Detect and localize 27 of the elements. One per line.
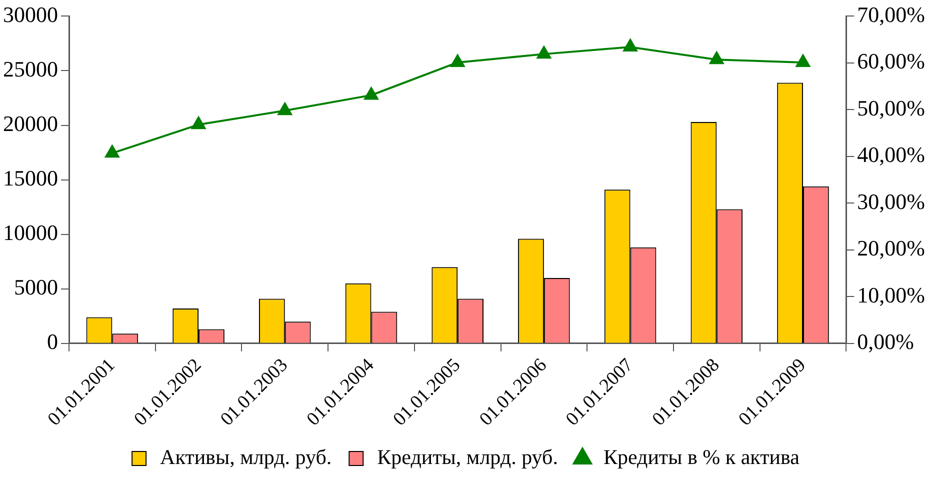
point [364,87,378,100]
y2-tick-label: 0,00% [857,329,914,354]
y2-tick-label: 50,00% [857,95,925,120]
y-tick-label: 0 [47,329,58,354]
y-tick-label: 30000 [3,2,58,27]
y2-tick-label: 70,00% [857,2,925,27]
y2-tick-label: 60,00% [857,48,925,74]
point [796,54,810,67]
y-tick-label: 10000 [3,220,58,246]
legend-label: Кредиты в % к актива [603,445,800,470]
point [710,52,724,64]
point [450,54,465,67]
y2-tick-label: 30,00% [857,188,925,214]
y-tick-label: 20000 [3,111,58,136]
y-tick-label: 25000 [3,56,58,82]
point [623,39,638,52]
y-tick-label: 15000 [3,166,58,191]
point [536,46,551,59]
y2-tick-label: 20,00% [857,236,925,261]
legend-label: Активы, млрд. руб. [160,445,332,470]
point [191,116,206,130]
y2-tick-label: 10,00% [857,282,925,308]
y-tick-label: 5000 [14,274,58,300]
point [278,102,292,116]
y2-tick-label: 40,00% [857,142,925,168]
legend-label: Кредиты, млрд. руб. [377,445,558,470]
point [105,145,120,158]
